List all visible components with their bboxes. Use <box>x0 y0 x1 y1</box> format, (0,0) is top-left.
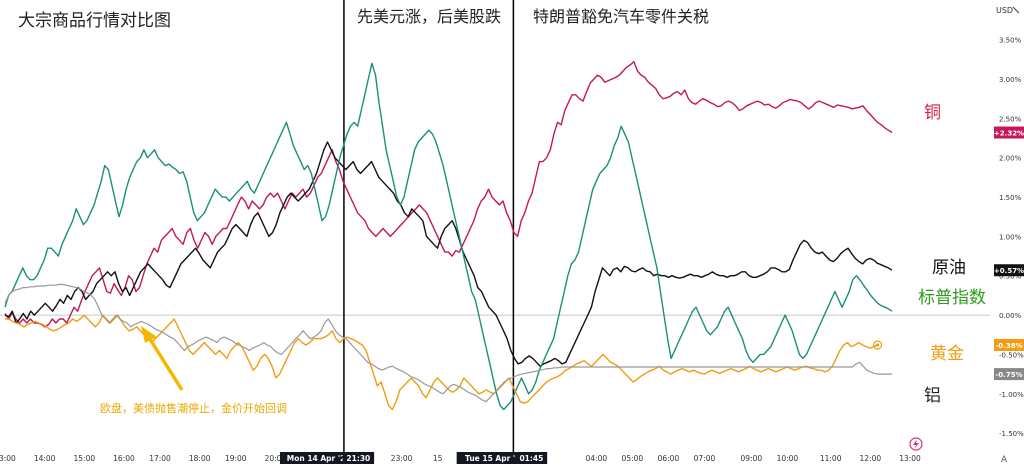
series-name-label: 铝 <box>924 386 941 406</box>
event-annotation-2: 特朗普豁免汽车零件关税 <box>533 7 709 26</box>
y-tick-label: 2.00% <box>999 155 1022 163</box>
y-tick-label: -1.00% <box>999 391 1024 399</box>
x-tick-label: 23:00 <box>391 454 413 463</box>
x-tick-highlight <box>456 452 535 464</box>
series-line-4 <box>4 283 892 403</box>
series-name-label: 标普指数 <box>918 288 986 308</box>
x-tick-label: 11:00 <box>820 454 842 463</box>
x-tick-label: 12:00 <box>860 454 882 463</box>
y-axis: USD 3.50% 3.00% 2.50% 2.00% 1.50% 1.00% 0.50% 0… <box>994 6 1024 438</box>
last-value-label: +0.57% <box>994 267 1024 275</box>
x-tick-label: 15 <box>433 454 443 463</box>
x-tick-label: 04:00 <box>586 454 608 463</box>
y-tick-label: 0.00% <box>999 312 1022 320</box>
x-tick-label: 09:00 <box>741 454 763 463</box>
x-tick-label: 20:00 <box>265 454 287 463</box>
series-line-0 <box>4 61 893 328</box>
last-value-badge <box>994 264 1024 277</box>
y-tick-label: 1.50% <box>999 194 1022 202</box>
x-tick-label: 01:45 <box>519 454 543 463</box>
gold-end-dot <box>875 343 880 347</box>
y-tick-label: 3.00% <box>999 76 1022 84</box>
annotation-arrow <box>141 326 184 391</box>
x-tick-label: Mon 14 Apr '25 <box>287 454 351 463</box>
y-tick-label: 3.50% <box>999 37 1022 45</box>
x-tick-label: 10:00 <box>777 454 799 463</box>
last-value-label: -0.75% <box>995 371 1022 379</box>
x-tick-label: 06:00 <box>658 454 680 463</box>
x-tick-highlight <box>342 452 375 464</box>
x-tick-label: 18:00 <box>189 454 211 463</box>
currency-label[interactable]: USD <box>996 6 1013 15</box>
event-annotation-1: 先美元涨，后美股跌 <box>357 7 501 26</box>
y-tick-label: 2.50% <box>999 115 1022 123</box>
x-tick-label: 07:00 <box>694 454 716 463</box>
x-tick-label: 19:00 <box>225 454 247 463</box>
x-tick-label: 05:00 <box>622 454 644 463</box>
arrow-head <box>141 326 157 343</box>
x-tick-label: 15:00 <box>74 454 96 463</box>
x-tick-label: 13:00 <box>899 454 921 463</box>
y-tick-label: -0.50% <box>999 351 1024 359</box>
y-tick-label: -1.50% <box>999 430 1024 438</box>
y-tick-label: 0.50% <box>999 273 1022 281</box>
series-name-label: 铜 <box>924 103 941 123</box>
y-tick-label: 1.00% <box>999 233 1022 241</box>
x-tick-label: 21:30 <box>346 454 370 463</box>
series-line-1 <box>4 141 893 367</box>
note-annotation: 欧盘，美债抛售潮停止，金价开始回调 <box>100 401 287 415</box>
gold-end-marker <box>872 340 883 350</box>
x-tick-highlight <box>515 452 548 464</box>
series-name-label: 黄金 <box>930 344 964 364</box>
series-line-2 <box>4 62 893 411</box>
last-value-badge <box>994 126 1024 139</box>
last-value-badge <box>994 338 1024 351</box>
last-value-label: +2.32% <box>994 130 1024 138</box>
x-tick-highlight <box>279 452 358 464</box>
chart-title: 大宗商品行情对比图 <box>18 11 171 31</box>
x-tick-label: 14:00 <box>34 454 56 463</box>
arrow-shaft <box>146 335 184 391</box>
x-axis: 13:00 14:00 15:00 16:00 17:00 18:00 19:00 20:00… <box>0 452 921 464</box>
tradingview-logo[interactable]: A <box>1001 455 1008 465</box>
x-tick-label: Tue 15 Apr '25 <box>465 454 526 463</box>
last-value-badge <box>994 368 1024 381</box>
last-value-label: -0.38% <box>995 342 1022 350</box>
series-name-label: 原油 <box>932 258 966 278</box>
lightning-icon <box>909 437 923 451</box>
chevron-down-icon[interactable] <box>1012 6 1020 14</box>
x-tick-label: 13:00 <box>0 454 16 463</box>
x-tick-label: 17:00 <box>149 454 171 463</box>
x-tick-label: 16:00 <box>113 454 135 463</box>
